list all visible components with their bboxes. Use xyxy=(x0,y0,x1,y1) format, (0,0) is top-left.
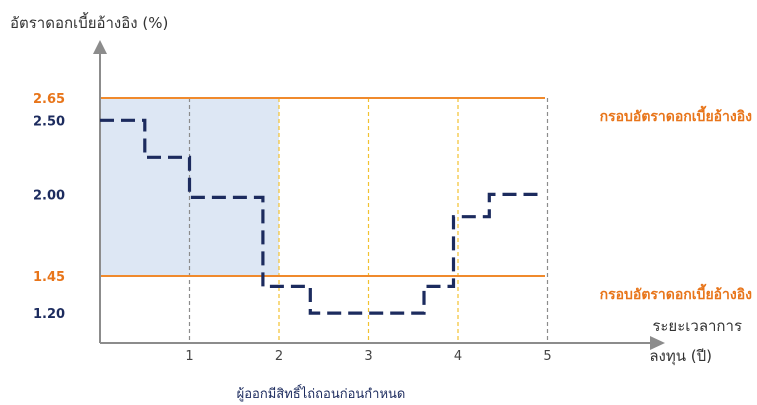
labels: อัตราดอกเบี้ยอ้างอิง (%) ระยะเวลาการ ลงท… xyxy=(10,12,742,402)
x-tick-label: 5 xyxy=(543,349,551,364)
x-tick-label: 2 xyxy=(275,349,283,364)
vertical-guides xyxy=(188,98,549,343)
chart-caption: ผู้ออกมีสิทธิ์ไถ่ถอนก่อนกำหนด xyxy=(237,384,406,402)
y-tick-label: 1.20 xyxy=(33,307,65,322)
y-axis-label: อัตราดอกเบี้ยอ้างอิง (%) xyxy=(10,12,168,32)
reference-line-label-1: กรอบอัตราดอกเบี้ยอ้างอิง xyxy=(600,105,753,125)
y-tick-label: 2.65 xyxy=(33,92,65,107)
x-tick-label: 3 xyxy=(364,349,372,364)
y-tick-label: 2.50 xyxy=(33,114,65,129)
reference-line-label-2: กรอบอัตราดอกเบี้ยอ้างอิง xyxy=(600,283,753,303)
x-axis-arrow-icon xyxy=(650,336,665,350)
y-axis-arrow-icon xyxy=(93,40,107,54)
axes xyxy=(93,40,665,350)
tick-labels: 2.65 2.50 2.00 1.45 1.20 1 2 3 4 5 xyxy=(33,92,552,364)
x-tick-label: 4 xyxy=(454,349,462,364)
x-tick-label: 1 xyxy=(185,349,193,364)
x-axis-label-line-2: ลงทุน (ปี) xyxy=(649,347,712,366)
y-tick-label: 1.45 xyxy=(33,270,65,285)
series xyxy=(100,118,543,315)
reference-lines: กรอบอัตราดอกเบี้ยอ้างอิงกรอบอัตราดอกเบี้… xyxy=(100,97,753,303)
y-tick-label: 2.00 xyxy=(33,188,65,203)
series-line-1 xyxy=(100,118,543,315)
x-axis-label-line-1: ระยะเวลาการ xyxy=(652,317,742,335)
